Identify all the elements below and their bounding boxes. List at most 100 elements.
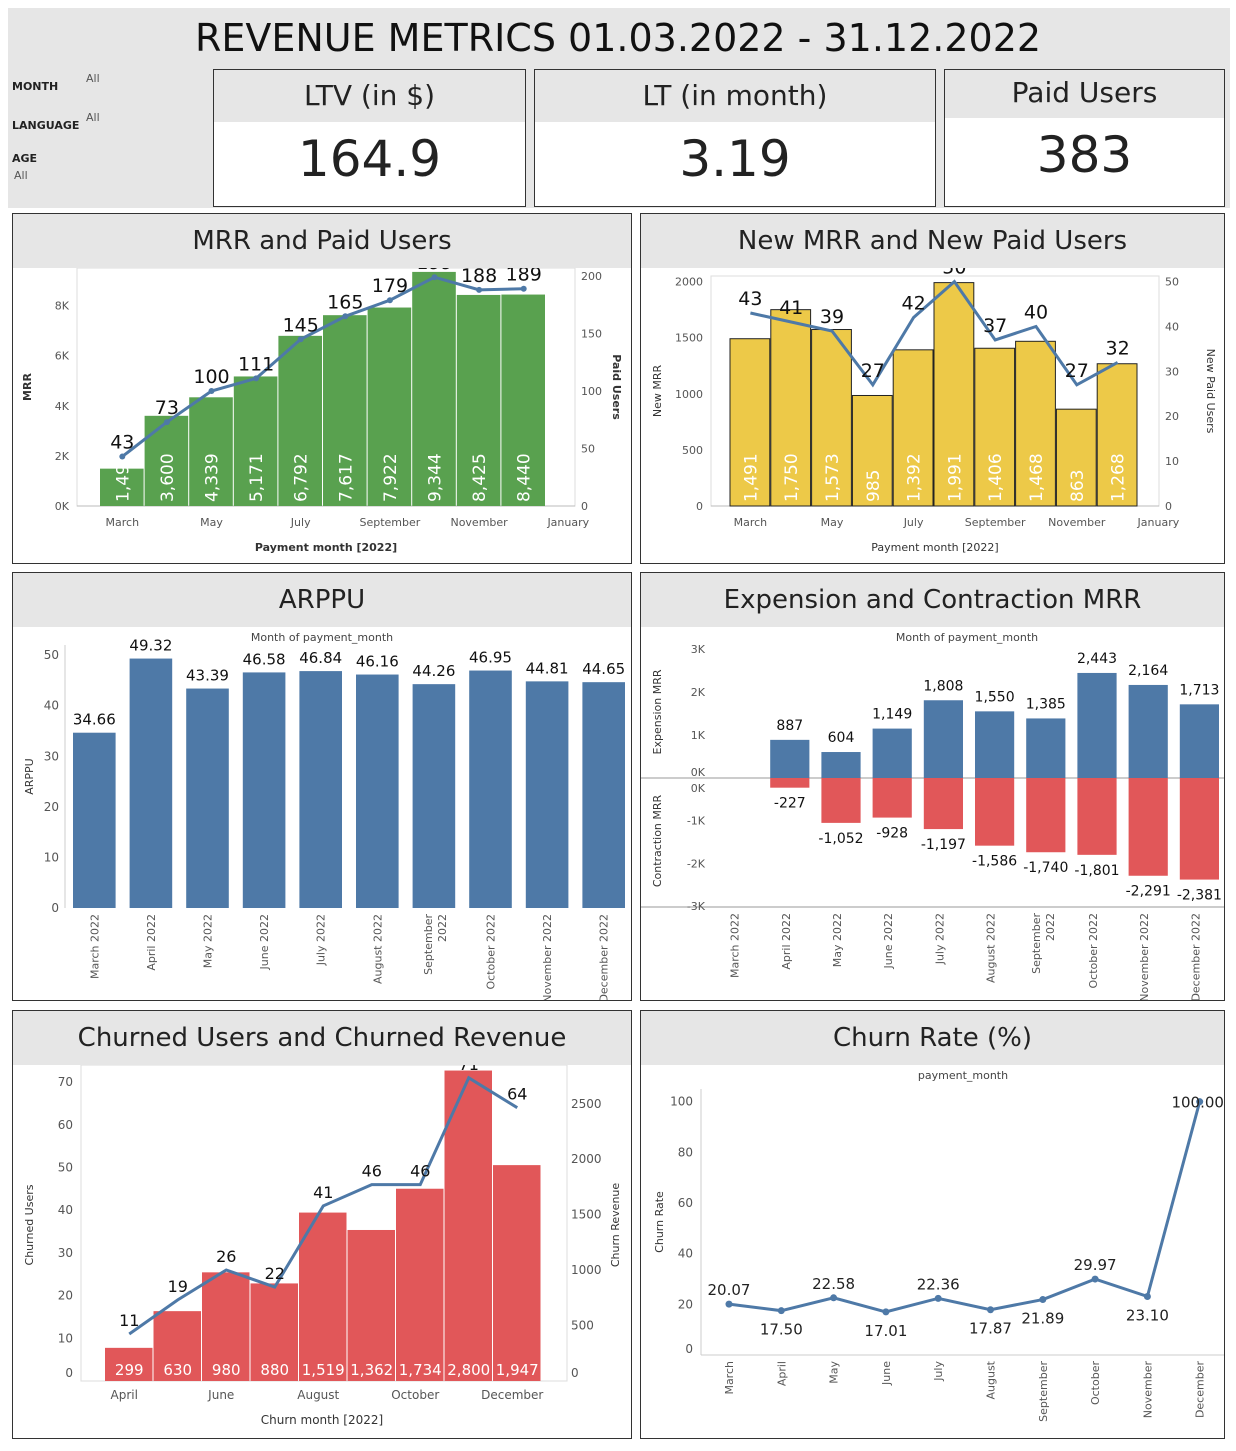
kpi-lt: LT (in month) 3.19 [534, 69, 936, 207]
y-tick-label: 0K [691, 766, 706, 779]
y-tick-label: 2000 [675, 276, 703, 289]
bar [412, 271, 456, 506]
filter-language-value[interactable]: All [86, 111, 100, 124]
mrr-chart: 0K 2K 4K 6K 8K 0 50 100 150 200 1,491 3,600 4,339 5,1… [21, 268, 623, 554]
bar [525, 681, 569, 908]
y-tick-label: 20 [44, 800, 59, 814]
line-point [1039, 1296, 1047, 1304]
y-axis-title: Churn Rate [653, 1191, 666, 1253]
x-tick-label: December [1194, 1361, 1207, 1419]
x-tick-label: August [985, 1360, 998, 1399]
x-tick-label: May 2022 [831, 913, 844, 967]
bar-expansion [1026, 718, 1066, 778]
line-point [163, 419, 170, 426]
bar [396, 1188, 444, 1381]
line-value-label: 43 [110, 432, 134, 454]
kpi-paid-users-label: Paid Users [945, 70, 1224, 118]
bar-value-label: 1,519 [302, 1361, 345, 1379]
bar-value-label: -1,197 [921, 837, 966, 853]
y2-tick-label: 150 [581, 328, 602, 341]
line-point [297, 336, 304, 343]
bar-value-label: -1,586 [972, 854, 1017, 870]
y2-tick-label: -3K [687, 900, 706, 913]
bar-value-label: 1,149 [872, 707, 912, 723]
bar-value-label: 863 [1068, 470, 1088, 502]
bar [582, 682, 625, 908]
line-point [1091, 1275, 1099, 1283]
bar [444, 1070, 492, 1381]
y-tick-label: 3K [691, 643, 706, 656]
x-tick-label: July 2022 [933, 913, 946, 965]
y2-tick-label: 0K [691, 782, 706, 795]
x-tick-label: April [775, 1361, 788, 1386]
line-point [431, 274, 438, 281]
y-tick-label: 60 [678, 1196, 693, 1210]
x-tick-label: December 2022 [1189, 913, 1202, 1000]
y-axis-title: Churned Users [23, 1184, 36, 1265]
bar-value-label: 1,362 [350, 1361, 393, 1379]
y2-tick-label: 40 [1165, 320, 1179, 333]
bar-value-label: 43.39 [186, 667, 229, 685]
y-tick-label: 50 [58, 1160, 73, 1174]
bar-value-label: 1,573 [823, 453, 843, 502]
y-tick-label: 30 [44, 749, 59, 763]
x-tick-label: September [422, 914, 435, 975]
x-tick-label: November [450, 516, 508, 529]
bar-expansion [1077, 672, 1117, 778]
x-tick-label: January [1137, 516, 1180, 529]
bar-value-label: 2,800 [447, 1361, 490, 1379]
bar [144, 415, 189, 506]
panel-churn-title: Churned Users and Churned Revenue [13, 1011, 631, 1065]
filter-age-value[interactable]: All [14, 169, 28, 182]
y-tick-label: 0 [65, 1366, 73, 1380]
y-tick-label: 8K [55, 300, 70, 313]
line-value-label: 64 [507, 1085, 527, 1104]
line-series [750, 279, 1119, 388]
x-tick-label: October [1089, 1361, 1102, 1405]
bar-expansion [1179, 704, 1219, 778]
panel-new-mrr: New MRR and New Paid Users 0 500 1000 1500 2… [640, 213, 1225, 564]
line-value-label: 46 [362, 1162, 382, 1181]
x-tick-label: July [932, 1361, 945, 1382]
y-axis-title: MRR [21, 373, 34, 401]
y-tick-label: 20 [58, 1289, 73, 1303]
x-tick-label: November 2022 [1138, 913, 1151, 1000]
y-tick-label: 0 [685, 1342, 693, 1356]
x-tick-label: May [828, 1361, 841, 1384]
y2-tick-label: 200 [581, 270, 602, 283]
bar [233, 376, 278, 506]
bar-contraction [1179, 778, 1219, 880]
bar-value-label: -2,381 [1177, 888, 1222, 904]
bar-expansion [770, 739, 810, 778]
y-tick-label: 10 [44, 850, 59, 864]
bar-value-label: 1,947 [496, 1361, 539, 1379]
y-tick-label: 50 [44, 648, 59, 662]
bar [299, 1212, 347, 1381]
x-tick-label: June [207, 1388, 234, 1402]
bar [1015, 340, 1056, 507]
x-tick-label: October [391, 1388, 439, 1402]
y-tick-label: 10 [58, 1331, 73, 1345]
line-value-label: 165 [327, 291, 363, 313]
bar-value-label: 1,392 [905, 453, 925, 502]
bar [770, 309, 812, 507]
bar-expansion [975, 711, 1015, 778]
y2-axis-title: Churn Revenue [609, 1183, 622, 1268]
bar-value-label: 980 [212, 1361, 241, 1379]
y-tick-label: 2K [55, 450, 70, 463]
bar [493, 1165, 541, 1381]
y-tick-label: 4K [55, 400, 70, 413]
filter-month-label: MONTH [12, 80, 59, 93]
bar [278, 335, 322, 506]
line-value-label: 71 [459, 1065, 479, 1074]
y2-tick-label: 20 [1165, 410, 1179, 423]
filter-language-label: LANGUAGE [12, 119, 80, 132]
bar-value-label: 1,750 [782, 453, 802, 502]
filter-month-value[interactable]: All [86, 72, 100, 85]
panel-expansion-contraction: Expension and Contraction MRR Month of p… [640, 572, 1225, 1001]
y2-tick-label: 50 [581, 443, 595, 456]
bar-value-label: 1,808 [923, 678, 963, 694]
y-tick-label: 1000 [675, 388, 703, 401]
bar-value-label: 604 [828, 730, 855, 746]
y-tick-label: 40 [58, 1203, 73, 1217]
